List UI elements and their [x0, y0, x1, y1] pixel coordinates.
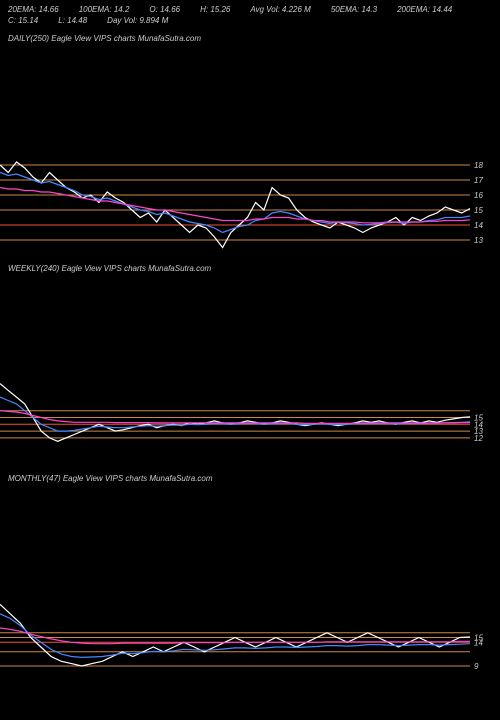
- y-axis-label: 15: [474, 206, 483, 215]
- y-axis-label: 16: [474, 191, 483, 200]
- y-axis-label: 18: [474, 161, 483, 170]
- y-axis-label: 15: [474, 414, 483, 423]
- series-line: [0, 397, 470, 431]
- chart-panel: MONTHLY(47) Eagle View VIPS charts Munaf…: [0, 470, 500, 690]
- stat-item: 200EMA: 14.44: [397, 4, 452, 15]
- stat-item: 100EMA: 14.2: [79, 4, 130, 15]
- chart-svg: 12131415: [0, 260, 500, 470]
- y-axis-label: 13: [474, 236, 483, 245]
- series-line: [0, 614, 470, 658]
- stat-item: 50EMA: 14.3: [331, 4, 377, 15]
- series-line: [0, 628, 470, 644]
- chart-svg: 91415: [0, 470, 500, 690]
- stat-item: H: 15.26: [200, 4, 230, 15]
- chart-svg: 13 14 15 16 17 18: [0, 30, 500, 260]
- chart-panel: DAILY(250) Eagle View VIPS charts Munafa…: [0, 30, 500, 260]
- y-axis-label: 9: [474, 662, 479, 671]
- y-axis-label: 14: [474, 221, 483, 230]
- stat-item: 20EMA: 14.66: [8, 4, 59, 15]
- series-line: [0, 162, 470, 248]
- stat-item: L: 14.48: [58, 15, 87, 26]
- chart-title: MONTHLY(47) Eagle View VIPS charts Munaf…: [8, 474, 213, 483]
- stat-item: O: 14.66: [149, 4, 180, 15]
- stat-item: C: 15.14: [8, 15, 38, 26]
- chart-title: WEEKLY(240) Eagle View VIPS charts Munaf…: [8, 264, 211, 273]
- series-line: [0, 188, 470, 223]
- series-line: [0, 384, 470, 442]
- stat-item: Avg Vol: 4.226 M: [250, 4, 310, 15]
- y-axis-label: 17: [474, 176, 483, 185]
- chart-title: DAILY(250) Eagle View VIPS charts Munafa…: [8, 34, 201, 43]
- stat-item: Day Vol: 9.894 M: [107, 15, 168, 26]
- series-line: [0, 173, 470, 233]
- header-stats: 20EMA: 14.66 100EMA: 14.2 O: 14.66 H: 15.26…: [0, 0, 500, 30]
- chart-panel: WEEKLY(240) Eagle View VIPS charts Munaf…: [0, 260, 500, 470]
- y-axis-label: 15: [474, 634, 483, 643]
